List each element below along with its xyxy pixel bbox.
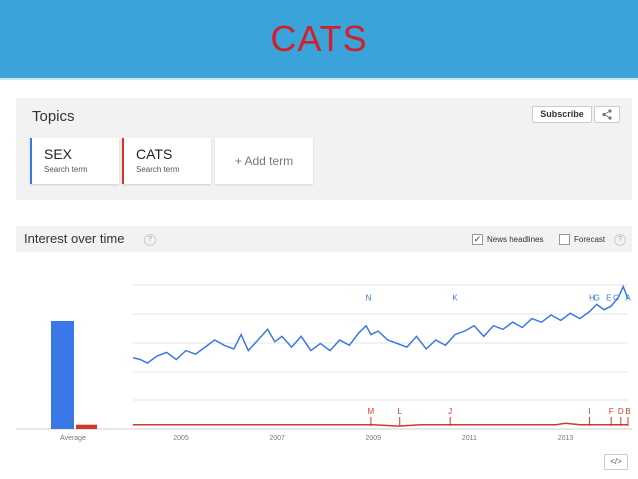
topics-title: Topics — [32, 108, 75, 125]
forecast-label: Forecast — [574, 235, 606, 244]
news-headlines-checkbox[interactable]: ✓ — [472, 234, 483, 245]
forecast-checkbox[interactable] — [559, 234, 570, 245]
news-marker-A: A — [625, 293, 631, 302]
x-tick-label: 2007 — [269, 435, 285, 442]
share-icon — [602, 109, 612, 120]
term-color-bar — [122, 138, 124, 184]
banner-divider — [0, 78, 638, 80]
x-tick-label: 2013 — [558, 435, 574, 442]
slide-banner: CATS — [0, 0, 638, 78]
news-marker-E: E — [606, 293, 611, 302]
term-card-cats[interactable]: CATS Search term — [122, 138, 211, 184]
news-marker-H: H — [589, 293, 595, 302]
news-marker-G: G — [594, 293, 600, 302]
term-subtitle: Search term — [44, 165, 88, 174]
x-tick-label: 2009 — [366, 435, 382, 442]
news-marker-J: J — [448, 407, 452, 416]
average-bar-cats — [76, 424, 97, 429]
term-name: SEX — [44, 146, 73, 162]
series-line-cats — [133, 422, 628, 427]
news-marker-N: N — [366, 293, 372, 302]
news-marker-B: B — [625, 407, 630, 416]
slide-title: CATS — [270, 18, 368, 59]
term-name: CATS — [136, 146, 173, 162]
interest-header: Interest over time ? ✓ News headlines Fo… — [16, 226, 632, 252]
term-subtitle: Search term — [136, 165, 180, 174]
interest-title: Interest over time — [24, 231, 125, 246]
average-bar-sex — [51, 321, 74, 429]
subscribe-button[interactable]: Subscribe — [532, 106, 592, 123]
x-tick-label: 2005 — [173, 435, 189, 442]
term-card-sex[interactable]: SEX Search term — [30, 138, 119, 184]
news-marker-L: L — [397, 407, 402, 416]
news-marker-I: I — [588, 407, 590, 416]
forecast-help-icon[interactable]: ? — [614, 234, 626, 246]
help-icon[interactable]: ? — [144, 234, 156, 246]
news-headlines-label: News headlines — [487, 235, 544, 244]
news-marker-D: D — [618, 407, 624, 416]
add-term-button[interactable]: + Add term — [215, 138, 313, 184]
x-tick-label: 2011 — [462, 435, 477, 442]
news-marker-K: K — [452, 293, 458, 302]
news-marker-C: C — [613, 293, 619, 302]
topics-panel: Topics Subscribe SEX Search term CATS Se… — [16, 98, 632, 200]
share-button[interactable] — [594, 106, 620, 123]
embed-button[interactable]: </> — [604, 454, 628, 470]
news-marker-M: M — [368, 407, 375, 416]
term-color-bar — [30, 138, 32, 184]
news-marker-F: F — [609, 407, 614, 416]
series-line-sex — [132, 284, 629, 364]
average-label: Average — [60, 435, 86, 442]
